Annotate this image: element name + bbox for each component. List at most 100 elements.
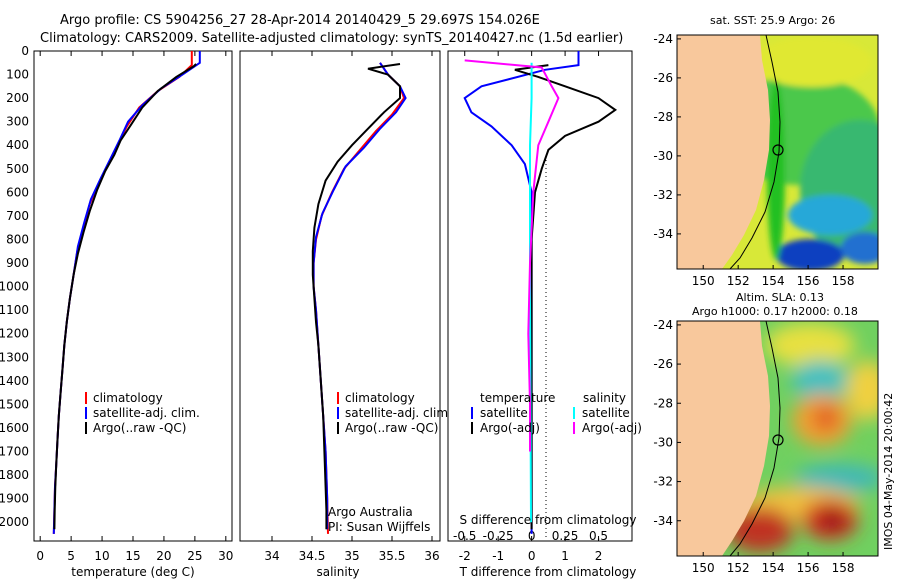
sst-cyan-patch bbox=[788, 195, 872, 235]
salinity-x-ticks: 34 34.5 35 35.5 36 bbox=[264, 51, 440, 563]
series-line bbox=[529, 62, 533, 523]
difference-legend: temperature salinity satellite Argo(-adj… bbox=[471, 391, 642, 435]
sst-blue-patch bbox=[776, 239, 844, 269]
legend-label-sal-satellite: satellite bbox=[582, 406, 630, 420]
x-tick-label: 1 bbox=[561, 549, 569, 563]
legend-label-temp-satellite: satellite bbox=[480, 406, 528, 420]
map-y-tick-label: -28 bbox=[653, 396, 673, 410]
sst-depth-contour bbox=[729, 35, 781, 269]
x-tick-label: 30 bbox=[218, 549, 233, 563]
sla-land bbox=[677, 321, 770, 556]
salinity-annotation-line2: PI: Susan Wijffels bbox=[328, 520, 430, 534]
legend-label-argo: Argo(..raw -QC) bbox=[345, 421, 438, 435]
x-tick-label: 0 bbox=[528, 549, 536, 563]
sst-map-frame bbox=[676, 34, 879, 270]
sst-map-title: sat. SST: 25.9 Argo: 26 bbox=[710, 14, 835, 27]
x-tick-label: 34 bbox=[264, 549, 279, 563]
map-y-tick-label: -28 bbox=[653, 110, 673, 124]
temperature-x-label: temperature (deg C) bbox=[71, 565, 194, 579]
x-tick-label: 2 bbox=[595, 549, 603, 563]
x-tick-label: 0 bbox=[36, 549, 44, 563]
depth-tick-label: 800 bbox=[6, 232, 29, 246]
depth-tick-label: 900 bbox=[6, 256, 29, 270]
difference-x-ticks: -2 -1 0 1 2 -0.5 -0.25 0 0.25 0.5 bbox=[453, 51, 608, 563]
legend-label-temp-argo: Argo(-adj) bbox=[480, 421, 540, 435]
salinity-panel: 34 34.5 35 35.5 36 salinity climatology sate… bbox=[239, 50, 452, 579]
series-line bbox=[53, 63, 197, 530]
x-tick-label-salinity: 0 bbox=[528, 529, 536, 543]
salinity-series bbox=[311, 62, 407, 534]
sla-map-ticks: 150 152 154 156 158 -24 -26 -28 -30 -32 -34 bbox=[653, 318, 854, 575]
depth-tick-label: 1300 bbox=[0, 350, 29, 364]
depth-tick-label: 100 bbox=[6, 68, 29, 82]
difference-x-label: T difference from climatology bbox=[459, 565, 637, 579]
legend-title-salinity: salinity bbox=[583, 391, 626, 405]
map-x-tick-label: 152 bbox=[727, 561, 750, 575]
x-tick-label-salinity: -0.25 bbox=[483, 529, 514, 543]
series-line bbox=[463, 51, 580, 534]
sst-blue-patch-2 bbox=[841, 232, 878, 264]
depth-tick-label: 700 bbox=[6, 209, 29, 223]
x-tick-label: 34.5 bbox=[299, 549, 326, 563]
map-y-tick-label: -34 bbox=[653, 514, 673, 528]
map-x-tick-label: 158 bbox=[832, 274, 855, 288]
x-tick-label: 10 bbox=[94, 549, 109, 563]
x-tick-label-salinity: 0.5 bbox=[589, 529, 608, 543]
depth-tick-label: 1200 bbox=[0, 327, 29, 341]
depth-tick-label: 400 bbox=[6, 138, 29, 152]
x-tick-label: 15 bbox=[125, 549, 140, 563]
map-x-tick-label: 150 bbox=[692, 274, 715, 288]
map-x-tick-label: 156 bbox=[797, 561, 820, 575]
sla-yellow-east bbox=[846, 360, 878, 420]
sst-map-ticks: 150 152 154 156 158 -24 -26 -28 -30 -32 -34 bbox=[653, 32, 854, 288]
map-y-tick-label: -32 bbox=[653, 475, 673, 489]
map-y-tick-label: -32 bbox=[653, 188, 673, 202]
imos-timestamp: IMOS 04-May-2014 20:00:42 bbox=[882, 393, 895, 550]
depth-axis: 0 100 200 300 400 500 600 700 800 900 1000 1100 1200… bbox=[0, 44, 39, 529]
map-y-tick-label: -34 bbox=[653, 227, 673, 241]
sla-map: Altim. SLA: 0.13 Argo h1000: 0.17 h2000:… bbox=[653, 291, 879, 575]
temperature-panel: 0 5 10 15 20 25 30 temperature (deg C) climato… bbox=[33, 50, 233, 579]
temperature-x-ticks: 0 5 10 15 20 25 30 bbox=[36, 51, 233, 563]
sst-float-marker bbox=[772, 144, 784, 156]
depth-tick-label: 1100 bbox=[0, 303, 29, 317]
series-line bbox=[464, 59, 560, 452]
sla-float-marker bbox=[772, 434, 784, 446]
legend-label-argo: Argo(..raw -QC) bbox=[93, 421, 186, 435]
header-line1: Argo profile: CS 5904256_27 28-Apr-2014 … bbox=[60, 13, 540, 28]
temperature-series bbox=[52, 51, 201, 534]
x-tick-label: -1 bbox=[492, 549, 504, 563]
depth-tick-label: 1400 bbox=[0, 374, 29, 388]
depth-tick-label: 1000 bbox=[0, 280, 29, 294]
legend-label-climatology: climatology bbox=[93, 391, 163, 405]
depth-tick-label: 1900 bbox=[0, 492, 29, 506]
x-tick-label: 5 bbox=[67, 549, 75, 563]
depth-tick-label: 1700 bbox=[0, 444, 29, 458]
depth-tick-label: 2000 bbox=[0, 515, 29, 529]
series-line bbox=[311, 63, 401, 530]
sla-map-frame bbox=[676, 320, 879, 557]
map-x-tick-label: 156 bbox=[797, 274, 820, 288]
map-y-tick-label: -30 bbox=[653, 435, 673, 449]
header-line2: Climatology: CARS2009. Satellite-adjuste… bbox=[40, 31, 623, 46]
depth-tick-label: 600 bbox=[6, 185, 29, 199]
x-tick-label-salinity: -0.5 bbox=[453, 529, 476, 543]
sst-yellow-north bbox=[752, 37, 872, 87]
map-x-tick-label: 152 bbox=[727, 274, 750, 288]
temperature-plot-frame bbox=[33, 50, 233, 542]
sla-yellow-north bbox=[765, 323, 855, 367]
legend-label-climatology: climatology bbox=[345, 391, 415, 405]
depth-tick-label: 1600 bbox=[0, 421, 29, 435]
sla-map-title-line2: Argo h1000: 0.17 h2000: 0.18 bbox=[692, 305, 858, 318]
difference-panel: -2 -1 0 1 2 -0.5 -0.25 0 0.25 0.5 S difference fr… bbox=[447, 50, 642, 579]
series-line bbox=[514, 64, 618, 530]
difference-x-label-top: S difference from climatology bbox=[460, 513, 637, 527]
map-y-tick-label: -26 bbox=[653, 357, 673, 371]
x-tick-label: 20 bbox=[156, 549, 171, 563]
sst-land bbox=[677, 35, 770, 269]
depth-tick-label: 0 bbox=[21, 44, 29, 58]
legend-label-sal-argo: Argo(-adj) bbox=[582, 421, 642, 435]
salinity-legend: climatology satellite-adj. clim. Argo(..… bbox=[337, 391, 452, 435]
depth-tick-label: 500 bbox=[6, 162, 29, 176]
map-y-tick-label: -26 bbox=[653, 71, 673, 85]
